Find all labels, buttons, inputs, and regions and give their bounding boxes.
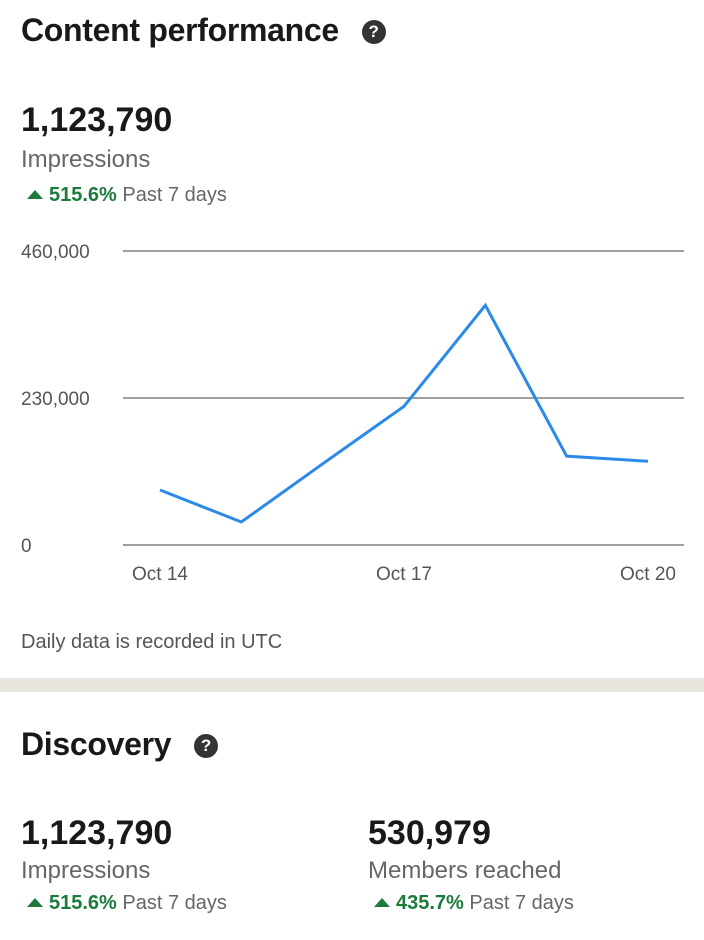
title-text: Content performance (21, 12, 339, 48)
x-tick-label: Oct 14 (132, 564, 188, 585)
arrow-up-icon (374, 898, 390, 907)
question-circle-icon[interactable]: ? (361, 20, 386, 44)
impressions-line-chart: 460,000 230,000 0 Oct 14 Oct 17 Oct 20 (21, 242, 684, 585)
stat-value: 1,123,790 (21, 814, 173, 852)
discovery-stat-impressions: 1,123,790 Impressions 515.6% Past 7 days (21, 814, 227, 915)
discovery-title: Discovery ? (21, 726, 218, 763)
change-percent: 515.6% (49, 184, 117, 206)
change-period: Past 7 days (122, 892, 227, 914)
stat-value: 530,979 (368, 814, 491, 852)
change-period: Past 7 days (469, 892, 574, 914)
impressions-change: 515.6% Past 7 days (27, 184, 227, 207)
impressions-label: Impressions (21, 146, 151, 173)
change-percent: 515.6% (49, 892, 117, 914)
utc-note: Daily data is recorded in UTC (21, 631, 283, 653)
y-tick-label: 0 (21, 536, 32, 557)
discovery-stat-members-reached: 530,979 Members reached 435.7% Past 7 da… (368, 814, 574, 915)
stat-change: 515.6% Past 7 days (27, 892, 227, 915)
x-tick-label: Oct 17 (376, 564, 432, 585)
stat-label: Impressions (21, 857, 151, 884)
y-tick-label: 230,000 (21, 389, 90, 410)
question-circle-icon[interactable]: ? (193, 734, 218, 758)
content-performance-title: Content performance ? (21, 12, 386, 49)
title-text: Discovery (21, 726, 172, 762)
arrow-up-icon (27, 898, 43, 907)
y-tick-label: 460,000 (21, 242, 90, 263)
section-divider (0, 678, 704, 692)
change-percent: 435.7% (396, 892, 464, 914)
arrow-up-icon (27, 190, 43, 199)
x-tick-label: Oct 20 (620, 564, 676, 585)
stat-change: 435.7% Past 7 days (374, 892, 574, 915)
stat-label: Members reached (368, 857, 562, 884)
impressions-total: 1,123,790 (21, 101, 173, 139)
change-period: Past 7 days (122, 184, 227, 206)
impressions-series-line (159, 302, 649, 524)
